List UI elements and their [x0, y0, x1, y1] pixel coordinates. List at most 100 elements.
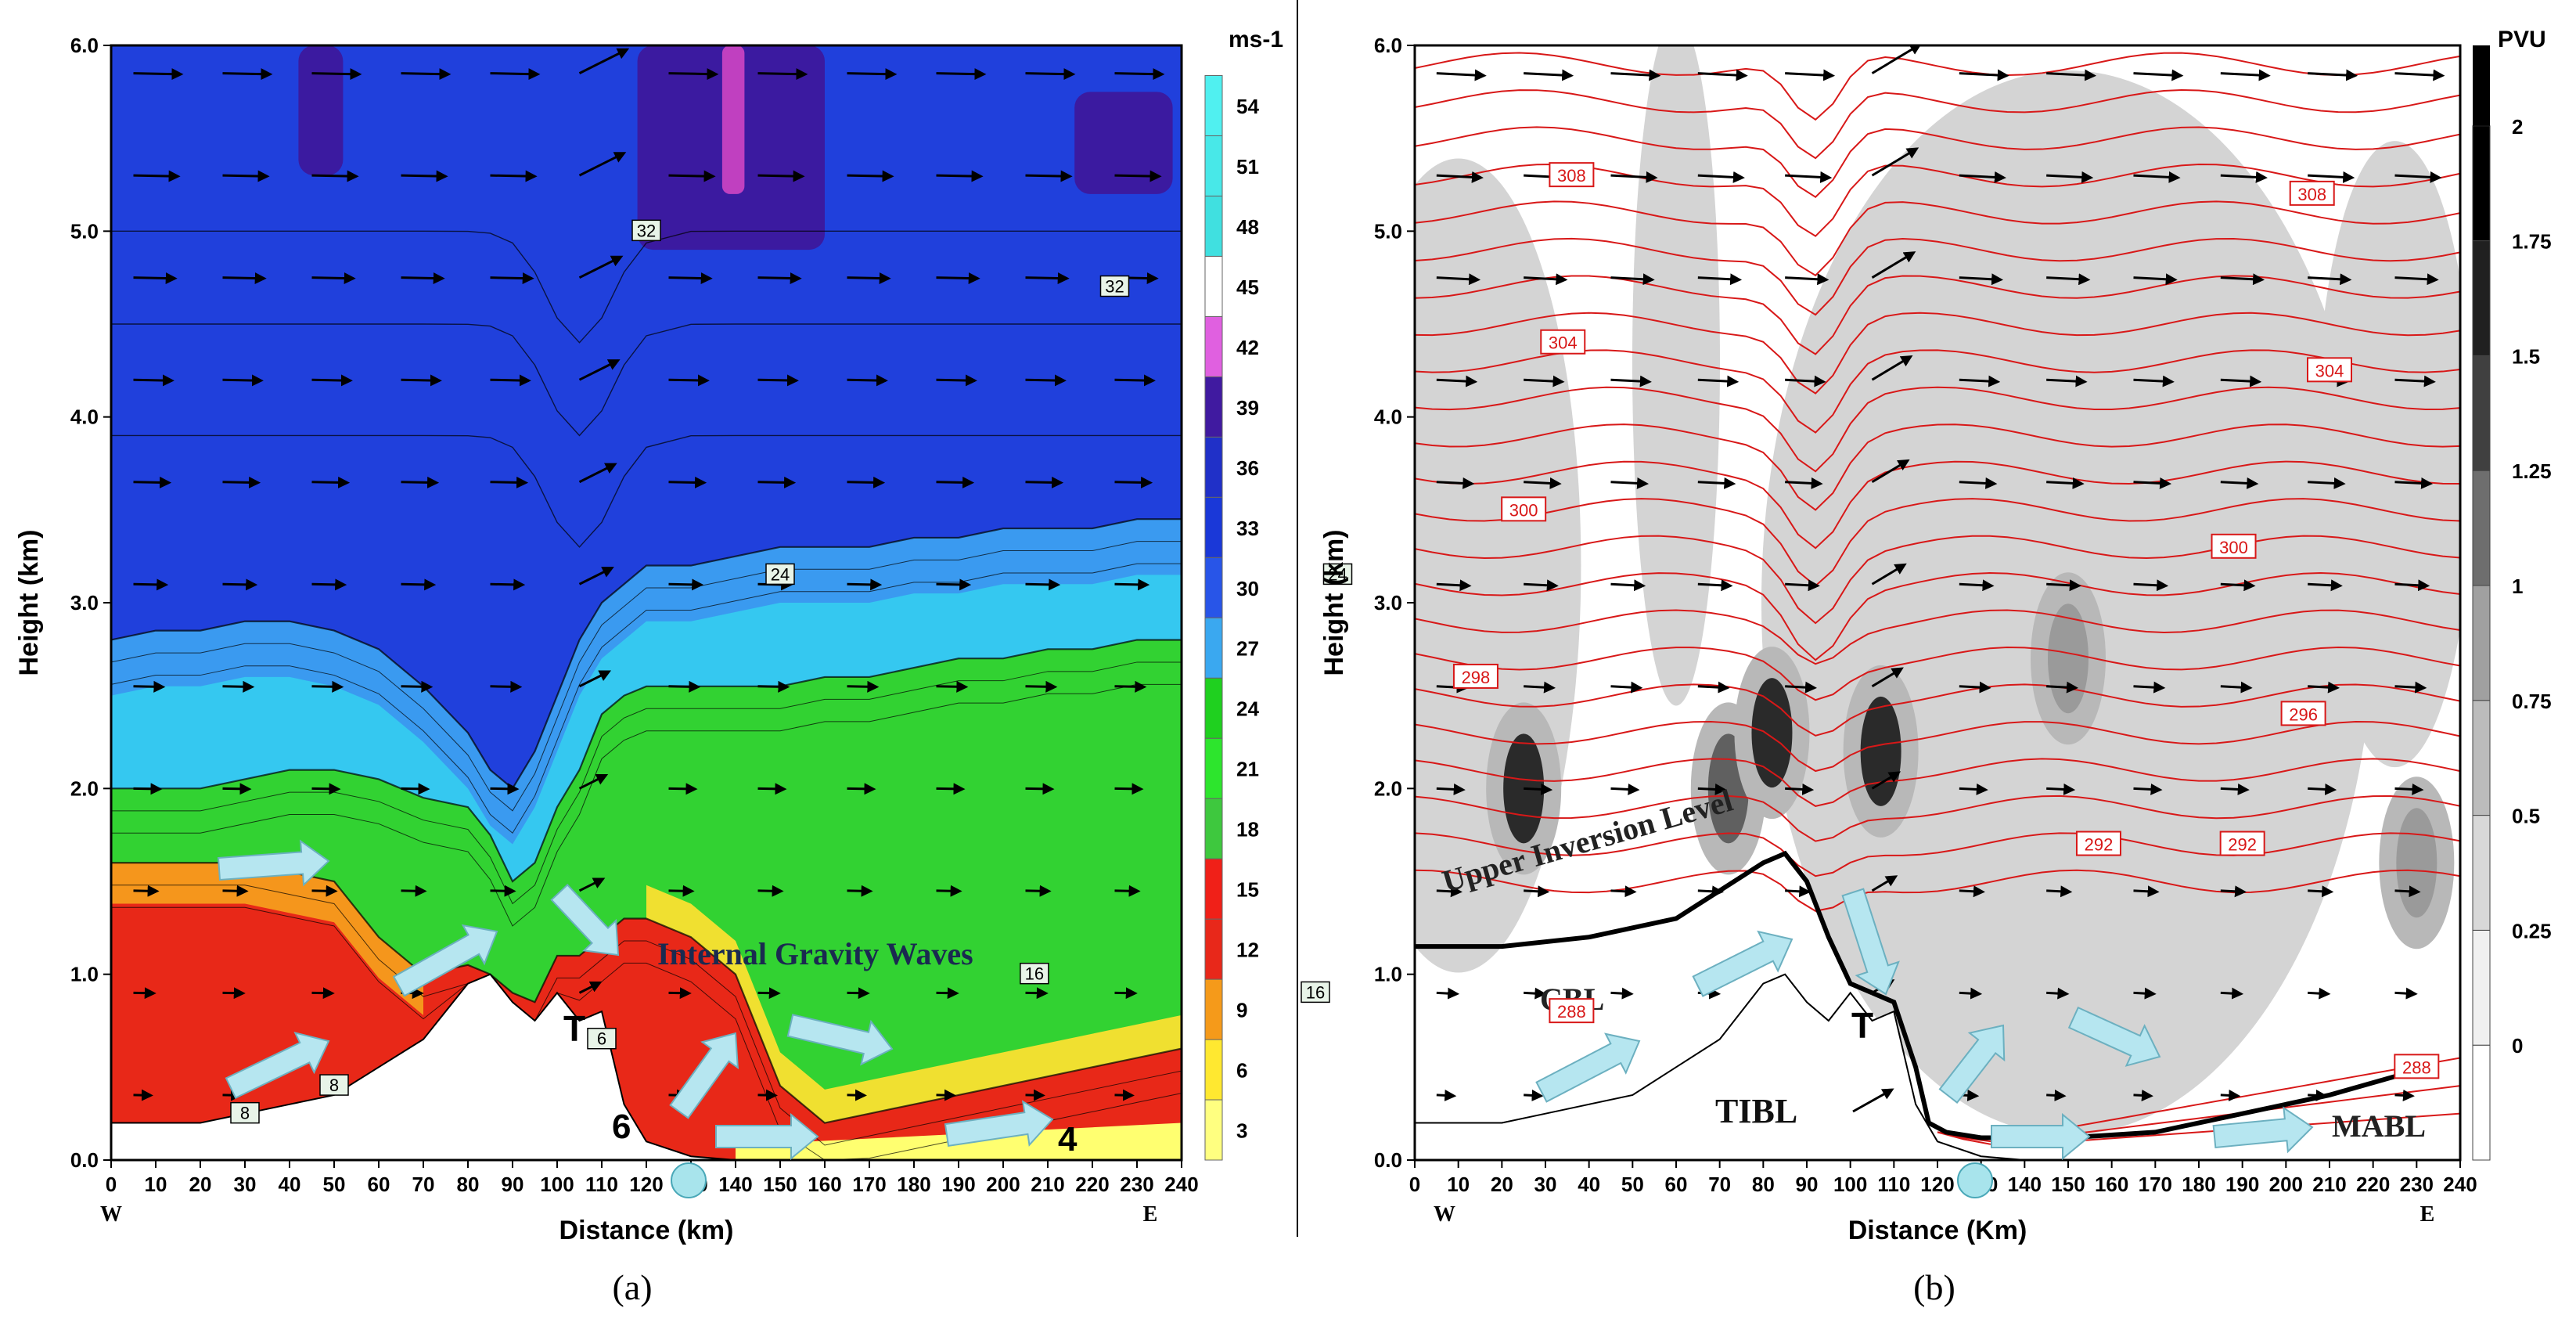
- panel-a-wind-vector: [669, 278, 711, 279]
- panel-b-contour-label: 292: [2077, 832, 2121, 856]
- panel-a-x-tick-label: 190: [941, 1173, 975, 1196]
- panel-a-label: (a): [612, 1267, 652, 1307]
- panel-a-contour-label: 8: [231, 1103, 259, 1123]
- panel-b-wind-vector: [2046, 1095, 2063, 1096]
- panel-a-colorbar-tick-label: 15: [1236, 878, 1259, 902]
- panel-b-colorbar-swatch: [2473, 701, 2490, 816]
- panel-b-wind-vector: [2395, 584, 2428, 586]
- panel-b-x-tick-label: 30: [1534, 1173, 1557, 1196]
- panel-b-location-marker: [1958, 1163, 1992, 1198]
- panel-a-wind-vector: [401, 175, 446, 176]
- panel-b-wind-vector: [1785, 788, 1811, 790]
- panel-b-x-tick-label: 40: [1578, 1173, 1600, 1196]
- panel-a-colorbar-tick-label: 27: [1236, 637, 1259, 661]
- panel-a-wind-vector: [847, 175, 892, 176]
- panel-a-wind-vector: [1026, 584, 1059, 585]
- panel-a-marker-6: 6: [612, 1108, 631, 1146]
- panel-b-east-label: E: [2420, 1202, 2435, 1227]
- panel-b-colorbar-swatch: [2473, 1045, 2490, 1160]
- panel-b-wind-vector: [2046, 686, 2076, 688]
- panel-b-wind-vector: [2308, 788, 2334, 790]
- panel-b-contour-label-text: 288: [2402, 1058, 2431, 1077]
- panel-a-wind-vector: [491, 584, 523, 585]
- panel-b-x-tick-label: 120: [1920, 1173, 1954, 1196]
- panel-b-colorbar-swatch: [2473, 470, 2490, 586]
- panel-b-wind-vector: [1959, 686, 1989, 688]
- panel-b-colorbar-tick-label: 1.25: [2512, 459, 2552, 483]
- panel-a-x-tick-label: 110: [585, 1173, 618, 1196]
- panel-a-terrain-label: T: [563, 1008, 585, 1049]
- panel-a-colorbar-tick-label: 6: [1236, 1059, 1247, 1083]
- panel-b-x-tick-label: 10: [1447, 1173, 1470, 1196]
- panel-a-colorbar-tick-label: 39: [1236, 396, 1259, 420]
- panel-a-contour-label-text: 32: [1105, 277, 1124, 297]
- panel-b-colorbar-tick-label: 0.25: [2512, 919, 2552, 942]
- panel-b-colorbar-swatch: [2473, 586, 2490, 701]
- panel-a-contour-label-text: 8: [329, 1076, 339, 1095]
- panel-a-contour-label-text: 32: [637, 221, 656, 240]
- panel-a-colorbar-tick-label: 9: [1236, 999, 1247, 1022]
- panel-b-wind-vector: [2221, 584, 2254, 586]
- panel-b-wind-vector: [1698, 584, 1731, 586]
- panel-a-wind-vector: [847, 278, 889, 279]
- panel-b-y-ticks: 0.01.02.03.04.05.06.0: [1374, 34, 1415, 1172]
- panel-b-wind-vector: [1524, 686, 1553, 688]
- panel-a-x-tick-label: 220: [1075, 1173, 1109, 1196]
- panel-a-colorbar-swatch: [1205, 979, 1222, 1040]
- panel-b-wind-vector: [2221, 1095, 2238, 1096]
- panel-b-wind-vector: [2395, 686, 2425, 688]
- panel-a-wind-vector: [758, 482, 794, 483]
- panel-b-west-label: W: [1434, 1202, 1455, 1227]
- panel-a-annotation-gravity-waves: Internal Gravity Waves: [657, 936, 973, 971]
- panel-b: 0102030405060708090100110120130140150160…: [1319, 16, 2552, 1307]
- panel-a-x-tick-label: 30: [234, 1173, 257, 1196]
- panel-b-wind-vector: [1611, 584, 1644, 586]
- panel-a-wind-vector: [223, 891, 246, 892]
- panel-b-wind-vector: [1437, 584, 1470, 586]
- panel-b-colorbar-swatch: [2473, 355, 2490, 470]
- panel-a-wind-vector: [1115, 584, 1148, 585]
- panel-a-y-tick-label: 3.0: [70, 591, 99, 614]
- panel-a-wind-vector: [401, 891, 425, 892]
- panel-a-colorbar-swatch: [1205, 738, 1222, 798]
- panel-b-colorbar-tick-label: 1.75: [2512, 230, 2552, 254]
- panel-a-wind-vector: [758, 788, 785, 789]
- panel-b-terrain-label: T: [1851, 1005, 1873, 1046]
- panel-a-wind-vector: [312, 584, 345, 585]
- panel-b-x-tick-label: 80: [1752, 1173, 1775, 1196]
- panel-b-pv-maximum: [2396, 808, 2437, 917]
- panel-b-y-tick-label: 0.0: [1374, 1148, 1402, 1172]
- panel-a-wind-vector: [669, 891, 693, 892]
- panel-a-x-tick-label: 160: [808, 1173, 841, 1196]
- panel-a-wind-vector: [312, 788, 339, 789]
- panel-a-wind-vector: [937, 482, 973, 483]
- panel-b-y-tick-label: 5.0: [1374, 219, 1402, 243]
- panel-a-location-marker: [671, 1163, 706, 1198]
- panel-a-colorbar-tick-label: 51: [1236, 155, 1259, 178]
- panel-a-colorbar-tick-label: 24: [1236, 697, 1259, 721]
- panel-b-contour-label: 292: [2221, 832, 2265, 856]
- panel-b-wind-vector: [1785, 686, 1815, 688]
- panel-a-wind-vector: [1026, 482, 1062, 483]
- panel-b-pv-region-light: [2316, 141, 2474, 767]
- panel-a-x-tick-label: 80: [457, 1173, 480, 1196]
- panel-a-x-tick-label: 50: [323, 1173, 346, 1196]
- panel-b-wind-vector: [1959, 788, 1986, 790]
- panel-a-contour-label: 32: [632, 220, 660, 240]
- panel-a-x-tick-label: 230: [1120, 1173, 1153, 1196]
- panel-b-wind-vector: [2221, 788, 2247, 790]
- panel-a-x-tick-label: 180: [897, 1173, 930, 1196]
- panel-b-x-tick-label: 110: [1877, 1173, 1910, 1196]
- panel-b-y-tick-label: 6.0: [1374, 34, 1402, 57]
- panel-b-x-tick-label: 0: [1409, 1173, 1420, 1196]
- panel-b-pv-maximum: [2048, 604, 2089, 713]
- panel-b-x-tick-label: 150: [2051, 1173, 2085, 1196]
- panel-a-wind-vector: [1115, 686, 1145, 687]
- panel-a-colorbar-tick-label: 21: [1236, 758, 1259, 781]
- panel-b-colorbar-tick-label: 1: [2512, 575, 2523, 598]
- panel-a-contour-label: 24: [766, 564, 794, 584]
- panel-a-wind-vector: [223, 584, 256, 585]
- panel-a-colorbar-swatch: [1205, 256, 1222, 316]
